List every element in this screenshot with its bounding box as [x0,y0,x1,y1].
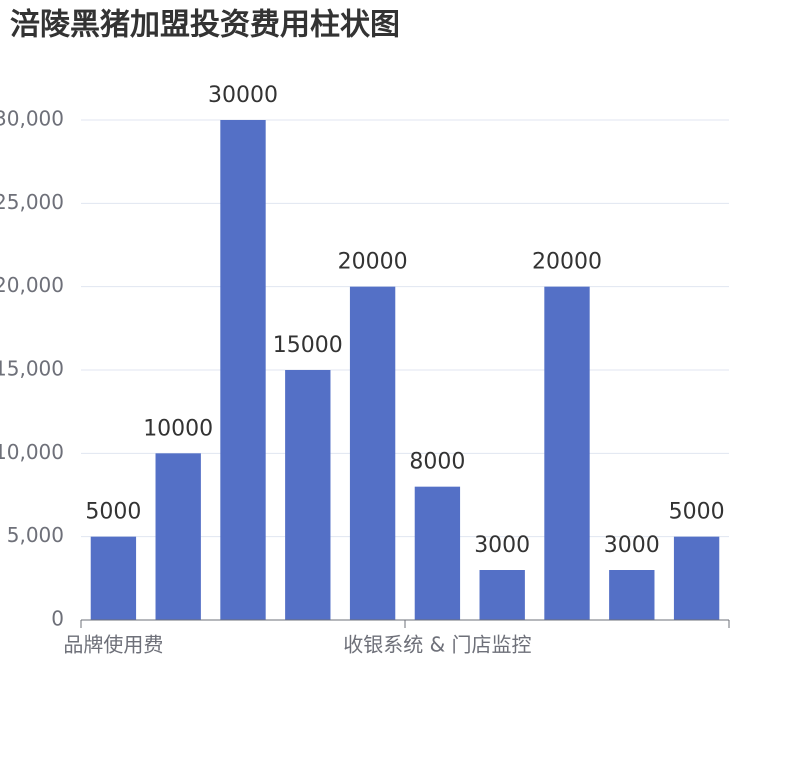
bar [220,120,266,620]
value-label: 5000 [669,500,725,525]
y-tick-label: 5,000 [7,523,64,547]
y-tick-label: 30,000 [0,107,64,131]
chart-title: 涪陵黑猪加盟投资费用柱状图 [10,8,400,43]
value-label: 8000 [409,450,465,475]
value-label: 3000 [474,533,530,558]
value-label: 3000 [604,533,660,558]
bar [349,286,396,620]
bar [673,536,720,620]
bar [155,453,201,620]
bar [285,370,331,620]
value-label: 15000 [273,333,343,358]
value-label: 20000 [338,250,408,275]
bar [479,570,525,620]
x-tick-label: 品牌使用费 [63,633,163,657]
bar [544,286,590,620]
y-tick-label: 10,000 [0,440,64,464]
value-label: 30000 [208,83,278,108]
value-label: 5000 [85,500,141,525]
y-tick-label: 15,000 [0,357,64,381]
y-tick-label: 25,000 [0,190,64,214]
bar [609,570,655,620]
bar [90,536,137,620]
x-tick-label: 收银系统 & 门店监控 [343,633,531,657]
y-tick-label: 20,000 [0,273,64,297]
bar [414,486,461,620]
value-label: 10000 [143,416,213,441]
y-tick-label: 0 [51,607,64,631]
value-label: 20000 [532,250,602,275]
